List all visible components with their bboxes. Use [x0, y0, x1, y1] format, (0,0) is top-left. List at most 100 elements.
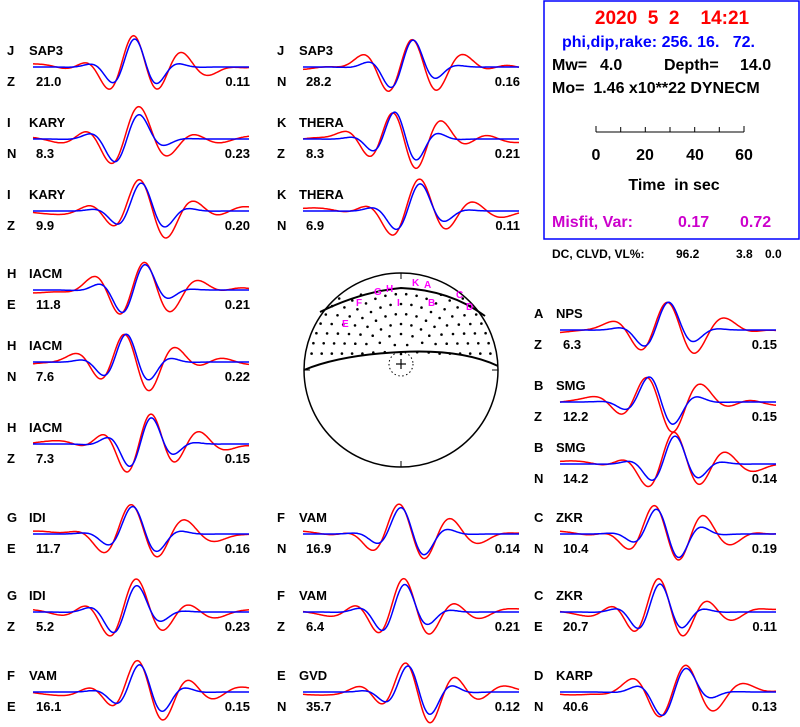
observed-waveform	[33, 34, 250, 90]
station-amp: 8.3	[36, 146, 54, 161]
pressure-dot	[469, 322, 472, 326]
station-var: 0.15	[225, 451, 250, 466]
synthetic-waveform	[33, 333, 249, 381]
station-amp: 11.7	[36, 541, 61, 556]
pressure-dot	[484, 331, 487, 335]
info-box: 2020 5 2 14:21 phi,dip,rake: 256. 16. 72…	[543, 0, 800, 240]
pressure-dot	[473, 332, 477, 335]
pressure-dot	[457, 323, 461, 326]
depth-value: 14.0	[740, 57, 771, 74]
station-code: H	[7, 420, 16, 435]
pressure-dot	[451, 315, 454, 318]
pressure-dot	[489, 352, 492, 355]
station-name: ZKR	[556, 588, 583, 603]
station-name: KARY	[29, 187, 66, 202]
observed-waveform	[559, 664, 776, 718]
station-var: 0.15	[225, 699, 250, 714]
pressure-dot	[393, 343, 397, 347]
waveform-panel: C ZKR N 10.4 0.19	[534, 504, 777, 561]
pressure-dot	[440, 333, 443, 336]
pressure-dot	[439, 293, 443, 297]
pressure-dot	[361, 316, 364, 320]
station-var: 0.21	[495, 146, 520, 161]
pressure-dot	[320, 352, 324, 355]
pressure-dot	[405, 343, 409, 347]
synthetic-waveform	[303, 665, 519, 715]
pressure-dot	[330, 304, 334, 308]
station-var: 0.21	[225, 297, 250, 312]
pressure-dot	[389, 324, 392, 327]
station-name: IDI	[29, 588, 46, 603]
pressure-dot	[356, 308, 359, 311]
station-code: H	[7, 338, 16, 353]
pressure-dot	[312, 341, 315, 345]
waveform-panel: C ZKR E 20.7 0.11	[534, 577, 777, 637]
pressure-dot	[480, 322, 483, 325]
pressure-dot	[340, 352, 344, 355]
station-comp: E	[534, 619, 543, 634]
pressure-dot	[379, 328, 383, 331]
station-comp: Z	[7, 74, 15, 89]
station-var: 0.23	[225, 146, 250, 161]
pressure-dot	[330, 322, 334, 326]
station-comp: Z	[534, 337, 542, 352]
pressure-dot	[336, 332, 340, 335]
beachball-station-D: D	[466, 302, 473, 313]
mw-label: Mw=	[552, 57, 587, 74]
pressure-dot	[347, 332, 351, 336]
pressure-dot	[324, 313, 328, 316]
beachball: K A HG F I B CD E	[303, 272, 499, 468]
synthetic-waveform	[33, 38, 249, 85]
station-name: SMG	[556, 378, 586, 393]
station-var: 0.15	[752, 409, 777, 424]
station-var: 0.13	[752, 699, 777, 714]
station-amp: 20.7	[563, 619, 588, 634]
pressure-dot	[354, 342, 357, 346]
station-name: KARY	[29, 115, 66, 130]
pressure-dot	[438, 316, 441, 320]
station-var: 0.20	[225, 218, 250, 233]
pressure-dot	[343, 342, 346, 345]
station-comp: N	[7, 369, 16, 384]
station-amp: 6.3	[563, 337, 581, 352]
pressure-dot	[468, 352, 472, 355]
station-name: VAM	[299, 588, 327, 603]
synthetic-waveform	[303, 583, 519, 632]
pressure-dot	[410, 324, 413, 327]
waveform-panel: F VAM Z 6.4 0.21	[277, 577, 520, 635]
pressure-dot	[389, 303, 392, 307]
time-scale: 0 20 40 60 Time in sec	[592, 126, 753, 194]
time-tick-20: 20	[636, 147, 654, 164]
station-comp: N	[277, 74, 286, 89]
station-code: A	[534, 306, 544, 321]
station-comp: Z	[534, 409, 542, 424]
pressure-dot	[361, 352, 364, 355]
synthetic-waveform	[560, 583, 776, 630]
pressure-dot	[438, 352, 441, 355]
station-var: 0.16	[495, 74, 520, 89]
station-comp: N	[277, 541, 286, 556]
pressure-dot	[315, 331, 318, 335]
observed-waveform	[32, 659, 250, 721]
station-code: F	[277, 588, 285, 603]
time-tick-40: 40	[686, 147, 704, 164]
pressure-dot	[399, 332, 403, 336]
station-code: G	[7, 588, 17, 603]
pressure-dot	[433, 325, 436, 329]
pressure-dot	[424, 319, 428, 323]
synthetic-waveform	[33, 505, 249, 553]
station-amp: 12.2	[563, 409, 588, 424]
time-tick-0: 0	[592, 147, 601, 164]
station-comp: N	[534, 541, 543, 556]
pressure-dot	[394, 292, 398, 296]
beachball-station-F: F	[356, 298, 362, 309]
waveform-panel: F VAM N 16.9 0.14	[277, 503, 521, 560]
waveform-panel: G IDI Z 5.2 0.23	[7, 578, 250, 637]
pressure-dot	[371, 334, 375, 338]
pressure-dot	[445, 324, 449, 327]
pressure-dot	[428, 334, 431, 338]
dc-label: DC, CLVD, VL%:	[552, 247, 644, 261]
pressure-dot	[468, 304, 472, 308]
